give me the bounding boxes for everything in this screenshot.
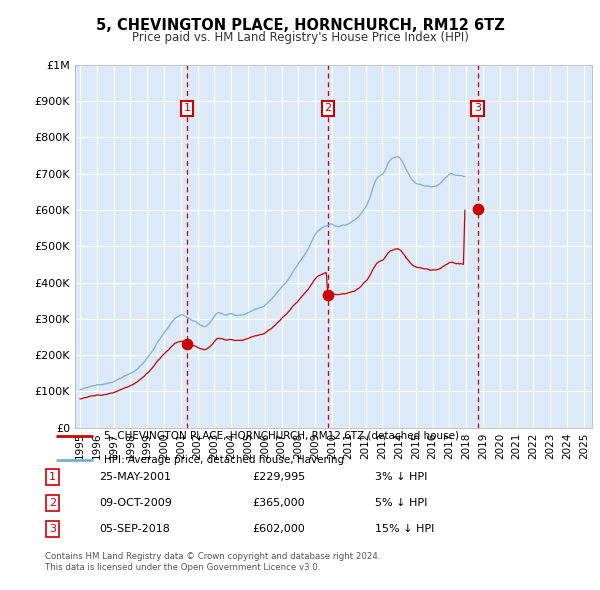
Text: £602,000: £602,000 xyxy=(252,524,305,533)
Text: 2: 2 xyxy=(49,498,56,507)
Text: 5% ↓ HPI: 5% ↓ HPI xyxy=(375,498,427,507)
Text: 5, CHEVINGTON PLACE, HORNCHURCH, RM12 6TZ (detached house): 5, CHEVINGTON PLACE, HORNCHURCH, RM12 6T… xyxy=(104,431,459,441)
Point xyxy=(323,291,333,300)
Text: 3: 3 xyxy=(474,103,481,113)
Text: 25-MAY-2001: 25-MAY-2001 xyxy=(99,472,171,481)
Text: 2: 2 xyxy=(325,103,332,113)
Text: 5, CHEVINGTON PLACE, HORNCHURCH, RM12 6TZ: 5, CHEVINGTON PLACE, HORNCHURCH, RM12 6T… xyxy=(95,18,505,34)
Text: £229,995: £229,995 xyxy=(252,472,305,481)
Text: 05-SEP-2018: 05-SEP-2018 xyxy=(99,524,170,533)
Point xyxy=(182,340,192,349)
Text: 3: 3 xyxy=(49,524,56,533)
Text: Price paid vs. HM Land Registry's House Price Index (HPI): Price paid vs. HM Land Registry's House … xyxy=(131,31,469,44)
Text: Contains HM Land Registry data © Crown copyright and database right 2024.
This d: Contains HM Land Registry data © Crown c… xyxy=(45,552,380,572)
Text: £365,000: £365,000 xyxy=(252,498,305,507)
Point xyxy=(473,205,482,214)
Text: 3% ↓ HPI: 3% ↓ HPI xyxy=(375,472,427,481)
Text: 1: 1 xyxy=(184,103,191,113)
Text: 15% ↓ HPI: 15% ↓ HPI xyxy=(375,524,434,533)
Text: 1: 1 xyxy=(49,472,56,481)
Text: 09-OCT-2009: 09-OCT-2009 xyxy=(99,498,172,507)
Text: HPI: Average price, detached house, Havering: HPI: Average price, detached house, Have… xyxy=(104,455,344,465)
